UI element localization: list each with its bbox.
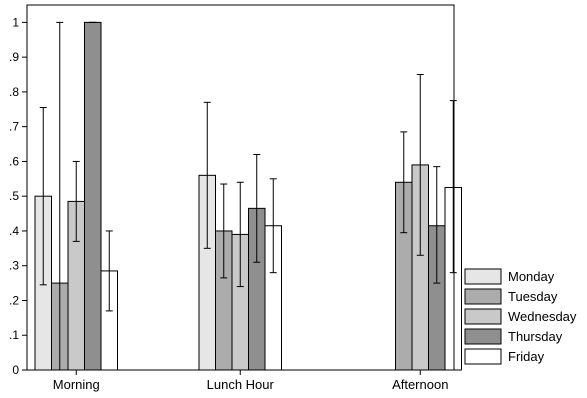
x-category-label: Afternoon	[392, 377, 448, 392]
error-bar-tuesday-afternoon	[400, 131, 408, 234]
error-bar-monday-morning	[39, 107, 47, 286]
x-category-label: Lunch Hour	[207, 377, 275, 392]
y-tick-label: .5	[9, 189, 19, 203]
legend-swatch-thursday	[464, 328, 502, 345]
y-tick-label: .1	[9, 328, 19, 342]
legend-label-monday: Monday	[508, 269, 555, 284]
error-bar-friday-lunch-hour	[269, 178, 277, 274]
y-tick-label: .6	[9, 154, 19, 168]
error-bar-wednesday-afternoon	[416, 74, 424, 256]
y-tick-label: .8	[9, 85, 19, 99]
y-tick-label: .9	[9, 50, 19, 64]
error-bar-wednesday-lunch-hour	[236, 181, 244, 288]
y-tick-label: .7	[9, 120, 19, 134]
y-axis: 0 .1 .2 .3 .4 .5 .6 .7 .8 .9 1	[9, 15, 27, 377]
y-tick-label: .3	[9, 259, 19, 273]
y-tick-label: .4	[9, 224, 19, 238]
error-bar-thursday-lunch-hour	[253, 153, 261, 263]
legend-swatch-friday	[464, 348, 502, 365]
legend-label-tuesday: Tuesday	[508, 289, 558, 304]
error-bar-tuesday-lunch-hour	[220, 183, 228, 279]
legend-label-thursday: Thursday	[508, 329, 563, 344]
legend-label-wednesday: Wednesday	[508, 309, 577, 324]
bars-layer	[34, 21, 462, 371]
legend-swatch-wednesday	[464, 308, 502, 325]
bar-thursday-morning	[84, 21, 102, 371]
legend: Monday Tuesday Wednesday Thursday Friday	[464, 268, 577, 365]
x-category-label: Morning	[53, 377, 100, 392]
y-tick-label: .2	[9, 293, 19, 307]
error-bar-thursday-afternoon	[433, 166, 441, 284]
error-bar-friday-afternoon	[449, 100, 457, 274]
x-axis: Morning Lunch Hour Afternoon	[53, 370, 448, 392]
error-bar-monday-lunch-hour	[203, 101, 211, 249]
error-bar-wednesday-morning	[72, 160, 80, 242]
legend-swatch-tuesday	[464, 288, 502, 305]
error-bars-layer	[39, 21, 457, 371]
legend-label-friday: Friday	[508, 349, 545, 364]
error-bar-friday-morning	[105, 230, 113, 312]
legend-swatch-monday	[464, 268, 502, 285]
y-tick-label: 1	[12, 15, 19, 29]
y-tick-label: 0	[12, 363, 19, 377]
